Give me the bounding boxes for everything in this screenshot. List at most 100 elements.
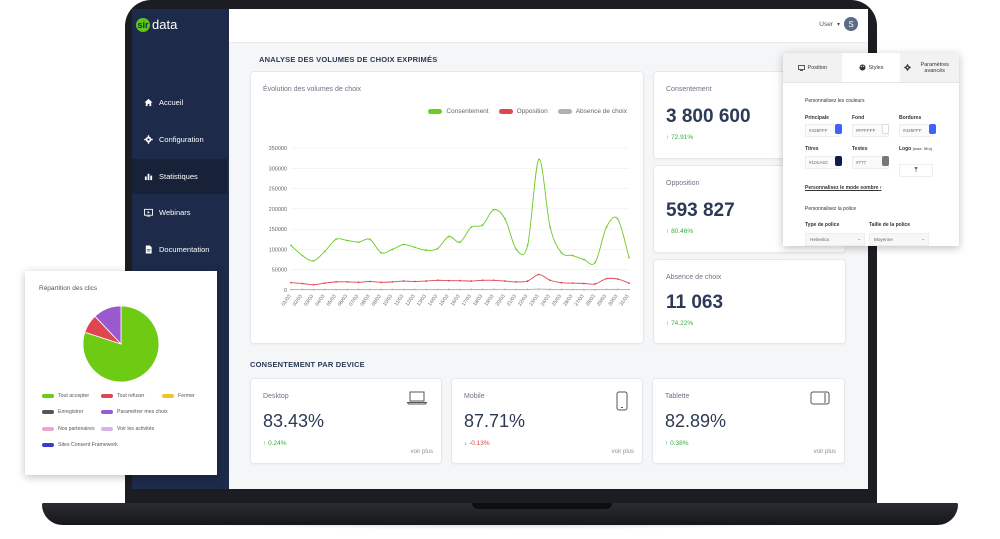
data-point [290, 281, 292, 284]
tab-styles[interactable]: Styles [841, 53, 901, 82]
font-size-select[interactable]: Moyenne ⌄ [869, 233, 929, 246]
tab-label: Styles [868, 64, 884, 71]
dark-mode-link[interactable]: Personnalisez le mode sombre › [805, 185, 881, 191]
data-point [526, 244, 529, 247]
style-settings-panel: Position Styles Paramètres avancés Perso… [783, 53, 960, 246]
logo-mark: sir [136, 17, 150, 32]
x-tick-label: 10/03 [382, 294, 394, 308]
topbar: User ▾ S [229, 9, 868, 43]
data-point [616, 278, 619, 280]
x-tick-label: 22/03 [517, 294, 529, 308]
data-point [436, 288, 439, 291]
voir-plus-link[interactable]: voir plus [611, 449, 634, 455]
x-tick-label: 03/03 [303, 294, 315, 308]
data-point [571, 288, 574, 291]
pie-legend-item[interactable]: Tout accepter [42, 393, 89, 399]
y-tick-label: 250000 [269, 187, 287, 193]
data-point [583, 282, 585, 285]
x-tick-label: 05/03 [326, 294, 338, 308]
data-point [515, 248, 518, 251]
legend-item-opposition[interactable]: Opposition [498, 108, 548, 115]
data-point [526, 288, 529, 291]
legend-item-consentement[interactable]: Consentement [428, 108, 489, 115]
data-point [290, 288, 292, 291]
data-point [402, 243, 405, 246]
principale-color-swatch[interactable] [835, 124, 842, 134]
y-tick-label: 350000 [269, 146, 287, 152]
pie-legend-item[interactable]: Enregistrer [42, 409, 83, 415]
legend-label: Nos partenaires [58, 426, 95, 432]
data-point [290, 244, 292, 247]
fond-color-swatch[interactable] [882, 124, 889, 134]
titres-color-input[interactable]: #101A4C [805, 156, 839, 169]
stat-delta: ↑ 72.91% [666, 134, 693, 141]
y-tick-label: 300000 [269, 166, 287, 172]
device-card-mobile: Mobile 87.71% ↓ -0.13% voir plus [451, 378, 643, 464]
data-point [628, 288, 630, 291]
pie-legend-item[interactable]: Tout refuser [101, 393, 144, 399]
data-point [583, 288, 585, 291]
chevron-down-icon: ⌄ [857, 236, 861, 241]
field-value: #425FFF [809, 128, 828, 133]
data-point [537, 288, 540, 291]
tab-position[interactable]: Position [783, 53, 842, 82]
sidebar-item-documentation[interactable]: Documentation [132, 232, 227, 267]
pie-legend-item[interactable]: Fermer [162, 393, 195, 399]
field-value: #777 [856, 160, 867, 165]
voir-plus-link[interactable]: voir plus [813, 449, 836, 455]
data-point [323, 250, 326, 253]
bordures-color-swatch[interactable] [929, 124, 936, 134]
settings-tabs: Position Styles Paramètres avancés [783, 53, 960, 83]
data-point [470, 280, 473, 282]
pie-legend-item[interactable]: Voir les activités [101, 426, 154, 432]
x-tick-label: 19/03 [483, 294, 495, 308]
sidebar-item-label: Documentation [159, 245, 210, 254]
data-point [515, 280, 518, 283]
sidebar-item-accueil[interactable]: Accueil [132, 85, 227, 120]
x-tick-label: 13/03 [416, 294, 428, 308]
legend-label: Enregistrer [58, 409, 84, 415]
data-point [301, 282, 304, 285]
pie-legend-item[interactable]: Sites Consent Framework [42, 442, 118, 448]
stat-value: 3 800 600 [666, 106, 751, 127]
field-label: Principale [805, 115, 829, 121]
data-point [628, 282, 630, 285]
legend-label: Tout refuser [117, 393, 145, 399]
data-point [335, 238, 337, 241]
sidebar-item-statistiques[interactable]: Statistiques [132, 159, 227, 194]
sidebar-item-configuration[interactable]: Configuration [132, 122, 227, 157]
bordures-color-input[interactable]: #425FFF [899, 124, 933, 137]
legend-label: Paramétrer mes choix [117, 409, 168, 415]
arrow-up-icon: ↑ [665, 440, 669, 447]
font-type-select[interactable]: Helvetica ⌄ [805, 233, 865, 246]
legend-label: Opposition [516, 108, 548, 115]
textes-color-swatch[interactable] [882, 156, 889, 166]
gear-icon [144, 135, 153, 144]
data-point [357, 288, 360, 291]
logo-label: Logo [899, 146, 912, 152]
x-tick-label: 01/03 [281, 294, 293, 308]
user-menu[interactable]: User ▾ S [819, 17, 858, 31]
pie-legend-item[interactable]: Nos partenaires [42, 426, 95, 432]
legend-item-absence[interactable]: Absence de choix [557, 108, 627, 115]
titres-color-swatch[interactable] [835, 156, 842, 166]
pie-legend-item[interactable]: Paramétrer mes choix [101, 409, 168, 415]
sidebar-item-webinars[interactable]: Webinars [132, 195, 227, 230]
principale-color-input[interactable]: #425FFF [805, 124, 839, 137]
chevron-right-icon: › [879, 185, 882, 191]
y-tick-label: 150000 [269, 227, 287, 233]
logo[interactable]: sir data [136, 17, 177, 32]
data-point [492, 279, 495, 282]
data-point [380, 281, 383, 284]
data-point [335, 280, 337, 283]
logo-upload-button[interactable]: ⤒ [899, 164, 933, 177]
x-tick-label: 26/03 [562, 294, 574, 308]
data-point [616, 288, 619, 291]
voir-plus-link[interactable]: voir plus [410, 449, 433, 455]
tab-parametres-avances[interactable]: Paramètres avancés [900, 53, 960, 82]
legend-label: Sites Consent Framework [58, 442, 118, 448]
chevron-down-icon: ▾ [836, 21, 840, 28]
x-tick-label: 17/03 [461, 294, 473, 308]
gear-icon [903, 64, 911, 71]
x-tick-label: 18/03 [472, 294, 484, 308]
